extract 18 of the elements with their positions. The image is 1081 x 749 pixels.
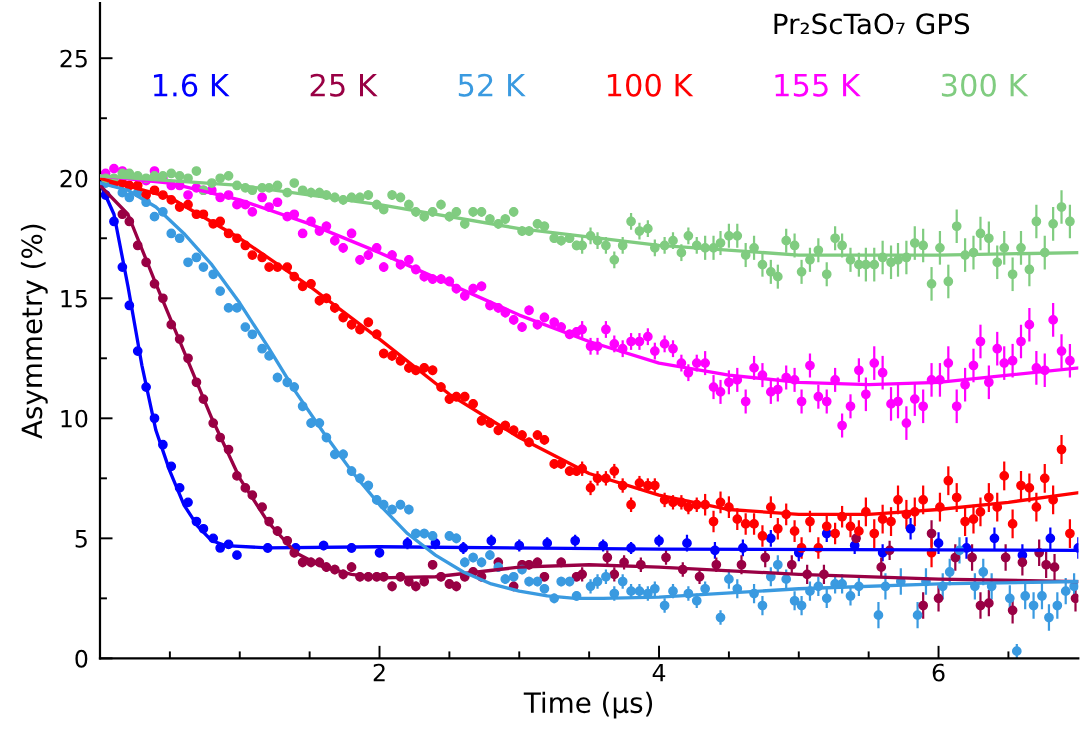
y-tick-label: 10 <box>61 409 88 428</box>
text: 1.6 K <box>153 73 230 97</box>
chart-title: Pr₂ScTaO₇ GPS <box>774 13 970 35</box>
y-tick-label: 25 <box>60 49 87 68</box>
y-tick-label: 15 <box>61 290 87 308</box>
text: 300 K <box>941 73 1029 97</box>
text: 25 K <box>310 73 378 97</box>
x-tick-label: 4 <box>652 663 666 682</box>
y-tick-label: 5 <box>75 530 87 548</box>
y-tick-label: 20 <box>60 169 88 188</box>
x-axis-title: Time (μs) <box>523 691 653 719</box>
x-tick-label: 6 <box>932 663 945 682</box>
x-tick-label: 2 <box>373 663 385 682</box>
text: 100 K <box>607 73 694 97</box>
y-axis-title: Asymmetry (%) <box>20 224 48 439</box>
text: 155 K <box>775 74 861 97</box>
text: 52 K <box>458 73 526 97</box>
y-tick-label: 0 <box>75 649 88 668</box>
